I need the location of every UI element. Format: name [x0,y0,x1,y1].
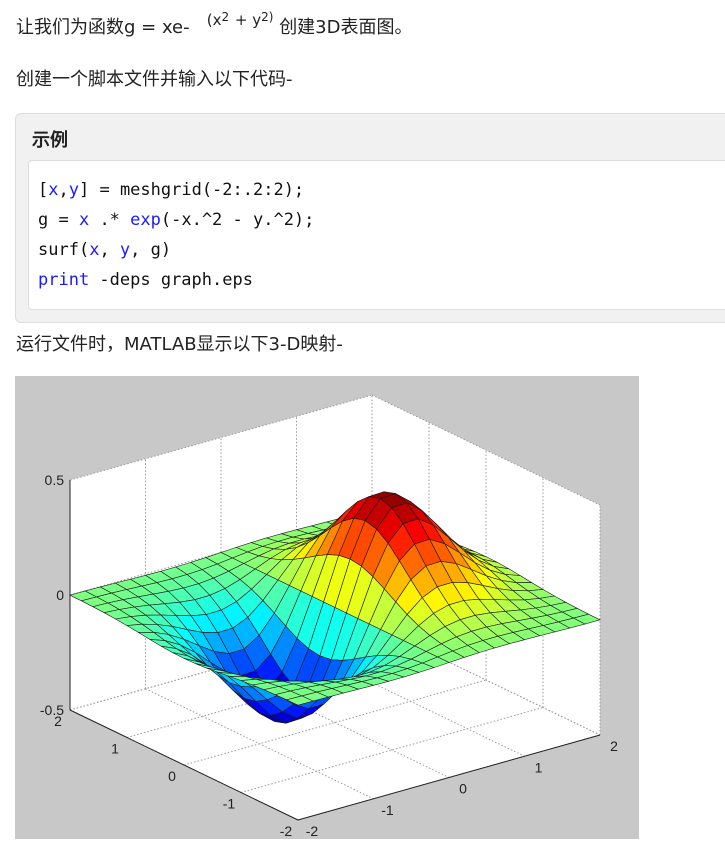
code-token: , [99,240,120,260]
code-token: ] = meshgrid(-2:.2:2); [79,180,305,200]
code-line: surf(x, y, g) [38,235,725,265]
code-line: print -deps graph.eps [38,265,725,295]
y-tick-label: 1 [535,759,543,775]
code-token: [ [38,180,49,200]
code-token: -deps graph.eps [89,270,253,290]
example-title: 示例 [32,130,68,151]
intro-line: 让我们为函数g = xe- (x2 + y2) 创建3D表面图。 [16,10,413,41]
grid-line [145,688,374,800]
y-tick-label: 0 [459,781,467,797]
exponent: (x [206,11,222,29]
code-token: print [38,270,90,290]
example-box: 示例 [x,y] = meshgrid(-2:.2:2); g = x .* ex… [15,113,725,323]
code-line: g = x .* exp(-x.^2 - y.^2); [38,205,725,235]
x-tick-label: 1 [111,741,119,757]
code-token: , [58,180,69,200]
code-token: g = [38,210,79,230]
code-line: [x,y] = meshgrid(-2:.2:2); [38,175,725,205]
z-tick-label: 0 [56,587,64,603]
z-tick-label: -0.5 [40,702,64,718]
code-token: (-x.^2 - y.^2); [160,210,315,230]
code-block: [x,y] = meshgrid(-2:.2:2); g = x .* exp(-… [28,160,725,310]
surface-patch [285,695,314,706]
y-tick-label: -1 [381,802,394,818]
z-tick-label: 0.5 [45,472,65,488]
code-token: surf( [38,240,90,260]
exponent: 2 [221,10,230,24]
exponent: 2) [261,10,274,24]
code: [x,y] = meshgrid(-2:.2:2); g = x .* exp(-… [29,161,725,295]
result-text: 运行文件时，MATLAB显示以下3-D映射- [16,334,343,355]
code-token: .* [89,210,131,230]
x-tick-label: -2 [280,823,293,839]
code-token: y [119,240,131,260]
exponent: + y [234,11,262,29]
instruction: 创建一个脚本文件并输入以下代码- [16,69,293,90]
y-tick-label: -2 [306,823,319,839]
code-token: y [68,180,79,200]
x-tick-label: -1 [223,796,236,812]
x-tick-label: 0 [168,768,176,784]
grid-line [371,394,601,506]
y-tick-label: 2 [610,738,618,754]
code-token: x [89,240,100,260]
code-token: , g) [130,240,172,260]
code-token: exp [130,210,161,230]
intro-suffix: 创建3D表面图。 [279,17,413,38]
axis-line [69,709,299,821]
x-tick-label: 2 [54,713,62,729]
axis-line [297,734,601,821]
intro-prefix: 让我们为函数g = xe- [16,17,190,38]
code-token: x [78,210,90,230]
code-token: x [48,180,59,200]
